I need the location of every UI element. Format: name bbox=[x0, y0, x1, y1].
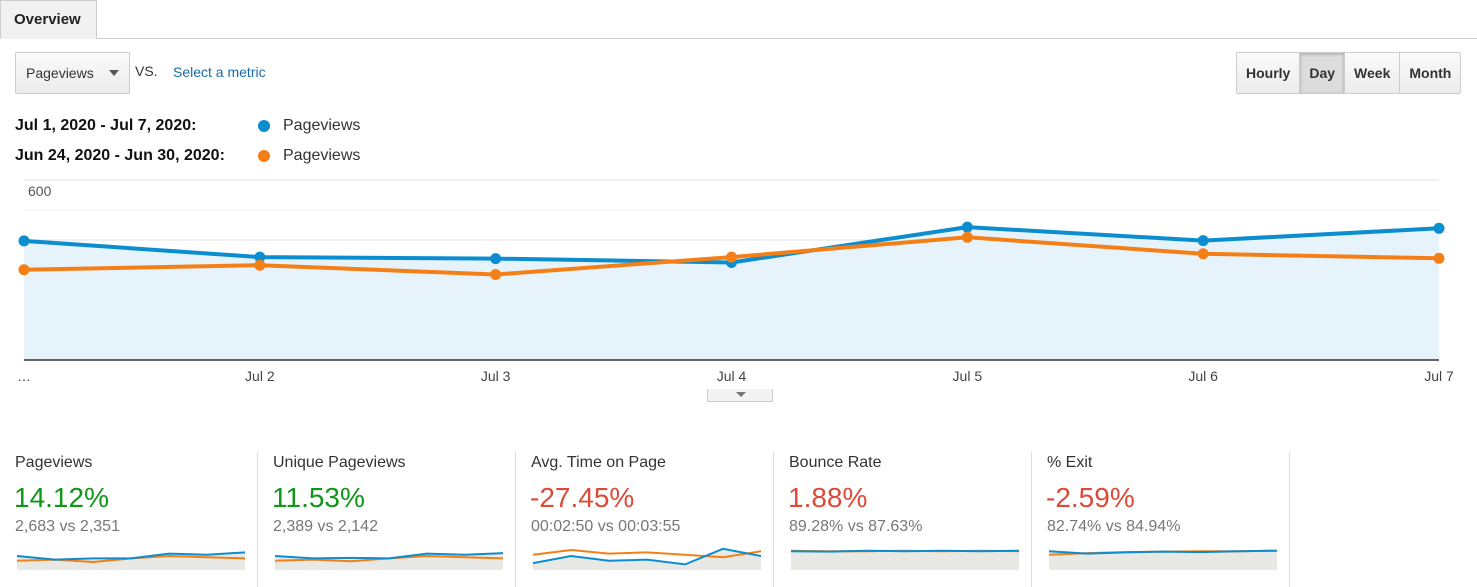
x-tick-label: Jul 7 bbox=[1424, 368, 1454, 384]
granularity-hourly-button[interactable]: Hourly bbox=[1237, 53, 1300, 93]
granularity-week-button[interactable]: Week bbox=[1344, 53, 1400, 93]
legend-range: Jul 1, 2020 - Jul 7, 2020: bbox=[15, 117, 197, 134]
data-point[interactable] bbox=[726, 251, 737, 263]
scorecard-metric-name: % Exit bbox=[1047, 454, 1093, 471]
caret-down-icon bbox=[736, 392, 746, 397]
data-point[interactable] bbox=[490, 269, 502, 280]
scorecard-comparison: 89.28% vs 87.63% bbox=[789, 518, 923, 535]
sparkline-area bbox=[533, 548, 761, 570]
chevron-down-icon bbox=[109, 70, 119, 76]
metric-scorecards: Pageviews 14.12% 2,683 vs 2,351 Unique Page… bbox=[0, 452, 1477, 587]
legend-dot-icon bbox=[258, 120, 270, 132]
sparkline-area bbox=[275, 553, 503, 570]
granularity-month-button[interactable]: Month bbox=[1399, 53, 1461, 93]
sparkline-current bbox=[17, 551, 245, 561]
scorecard-change: -2.59% bbox=[1046, 482, 1135, 513]
x-tick-label: … bbox=[17, 368, 31, 384]
sparkline bbox=[533, 547, 761, 570]
scorecard-metric-name: Avg. Time on Page bbox=[531, 454, 666, 471]
metric-dropdown[interactable]: Pageviews bbox=[15, 52, 130, 94]
legend-label: Pageviews bbox=[283, 147, 361, 164]
scorecard-metric-name: Pageviews bbox=[15, 454, 93, 471]
scorecard-comparison: 82.74% vs 84.94% bbox=[1047, 518, 1181, 535]
scorecard-change: 14.12% bbox=[14, 482, 109, 513]
scorecard[interactable]: % Exit -2.59% 82.74% vs 84.94% bbox=[1032, 452, 1290, 587]
data-point[interactable] bbox=[18, 235, 30, 247]
vs-label: VS. bbox=[135, 63, 158, 79]
legend-range: Jun 24, 2020 - Jun 30, 2020: bbox=[15, 147, 225, 164]
scorecard-comparison: 2,389 vs 2,142 bbox=[273, 518, 378, 535]
granularity-day-button[interactable]: Day bbox=[1299, 53, 1345, 93]
data-point[interactable] bbox=[1197, 235, 1209, 247]
x-tick-label: Jul 3 bbox=[481, 368, 511, 384]
scorecard[interactable]: Bounce Rate 1.88% 89.28% vs 87.63% bbox=[774, 452, 1032, 587]
x-tick-label: Jul 5 bbox=[953, 368, 983, 384]
scorecard[interactable]: Avg. Time on Page -27.45% 00:02:50 vs 00:0… bbox=[516, 452, 774, 587]
tab-overview[interactable]: Overview bbox=[0, 0, 97, 39]
scorecard-change: -27.45% bbox=[530, 482, 635, 513]
data-point[interactable] bbox=[18, 264, 30, 276]
scorecard-comparison: 00:02:50 vs 00:03:55 bbox=[531, 518, 681, 535]
metric-dropdown-value: Pageviews bbox=[26, 65, 94, 81]
scorecard[interactable]: Pageviews 14.12% 2,683 vs 2,351 bbox=[0, 452, 258, 587]
data-point[interactable] bbox=[254, 259, 266, 271]
scorecard-metric-name: Bounce Rate bbox=[789, 454, 882, 471]
data-point[interactable] bbox=[1197, 248, 1209, 260]
x-tick-label: Jul 6 bbox=[1188, 368, 1218, 384]
data-point[interactable] bbox=[1433, 222, 1445, 234]
sparkline-current bbox=[791, 549, 1019, 553]
scorecard-change: 11.53% bbox=[272, 482, 365, 513]
data-point[interactable] bbox=[490, 253, 502, 265]
series-area bbox=[24, 227, 1439, 360]
sparkline-area bbox=[791, 550, 1019, 570]
tab-bar: Overview bbox=[0, 0, 1477, 39]
sparkline bbox=[275, 552, 503, 570]
sparkline bbox=[17, 551, 245, 570]
data-point[interactable] bbox=[961, 231, 973, 243]
x-tick-label: Jul 4 bbox=[717, 368, 747, 384]
data-point[interactable] bbox=[961, 221, 973, 233]
scorecard-metric-name: Unique Pageviews bbox=[273, 454, 406, 471]
chart-collapse-handle[interactable] bbox=[707, 389, 773, 402]
scorecard-comparison: 2,683 vs 2,351 bbox=[15, 518, 120, 535]
sparkline bbox=[1049, 549, 1277, 570]
scorecard-change: 1.88% bbox=[788, 482, 868, 513]
scorecard[interactable]: Unique Pageviews 11.53% 2,389 vs 2,142 bbox=[258, 452, 516, 587]
legend-label: Pageviews bbox=[283, 117, 361, 134]
sparkline-current bbox=[533, 547, 761, 566]
sparkline-current bbox=[275, 552, 503, 560]
data-point[interactable] bbox=[1433, 252, 1445, 264]
data-point[interactable] bbox=[254, 251, 266, 263]
y-tick-label: 600 bbox=[28, 183, 52, 199]
legend-dot-icon bbox=[258, 150, 270, 162]
sparkline-previous bbox=[533, 548, 761, 559]
sparkline bbox=[791, 549, 1019, 570]
x-tick-label: Jul 2 bbox=[245, 368, 275, 384]
sparkline-current bbox=[1049, 549, 1277, 555]
select-metric-link[interactable]: Select a metric bbox=[173, 64, 266, 80]
sparkline-area bbox=[1049, 550, 1277, 570]
granularity-toggle: Hourly Day Week Month bbox=[1236, 52, 1462, 94]
